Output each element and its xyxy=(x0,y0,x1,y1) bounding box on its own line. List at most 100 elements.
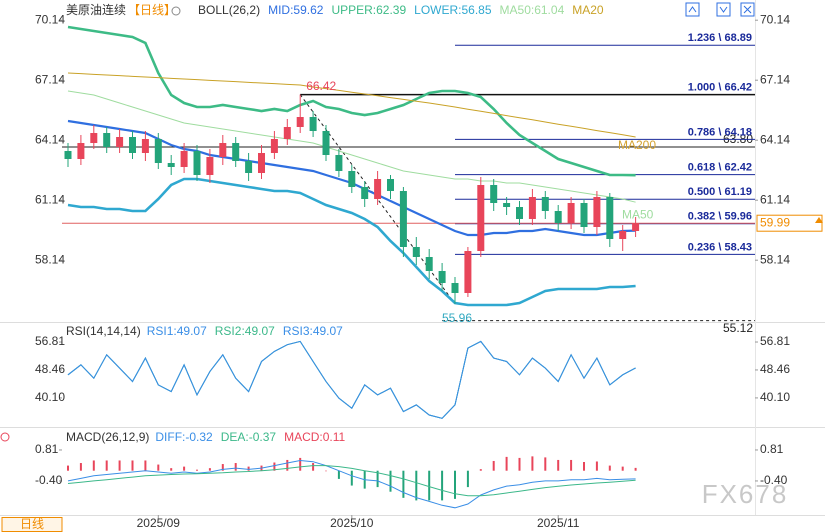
rsi-line xyxy=(67,340,636,419)
y-tick-label: 58.14 xyxy=(35,252,65,266)
annotation: MA50 xyxy=(622,207,654,221)
settings-icon[interactable] xyxy=(0,432,10,442)
macd-bar xyxy=(170,468,173,471)
macd-bar xyxy=(557,459,560,471)
candle-body xyxy=(167,163,175,167)
legend-entry: DIFF:-0.32 xyxy=(155,430,213,444)
candle-body xyxy=(348,171,356,187)
candle-body xyxy=(451,283,459,293)
macd-bar xyxy=(415,470,418,501)
y-tick-label: 40.10 xyxy=(760,390,790,404)
macd-bar xyxy=(608,465,611,471)
candle-body xyxy=(245,161,253,173)
candle-body xyxy=(180,151,188,167)
y-tick-label: 70.14 xyxy=(760,12,790,26)
macd-line xyxy=(67,459,636,509)
candle-body xyxy=(387,179,394,191)
macd-bar xyxy=(454,470,456,499)
macd-bar xyxy=(570,459,573,471)
y-tick-label: -0.40 xyxy=(760,473,788,487)
y-tick-label: 0.81 xyxy=(760,442,784,456)
eye-icon xyxy=(171,6,181,16)
y-tick-label: 61.14 xyxy=(35,192,65,206)
candle-body xyxy=(64,151,72,159)
fib-label: 1.236 \ 68.89 xyxy=(688,32,752,44)
legend-entry: MID:59.62 xyxy=(268,3,324,17)
macd-bar xyxy=(312,463,315,471)
macd-bar xyxy=(299,457,302,471)
button-down[interactable] xyxy=(716,2,731,17)
legend-entry: DEA:-0.37 xyxy=(221,430,277,444)
macd-bar xyxy=(492,460,495,471)
y-tick-label: -0.40 xyxy=(35,473,63,487)
price-line-label: 55.12 xyxy=(723,321,753,335)
macd-bar xyxy=(505,456,508,471)
candle-body xyxy=(541,197,549,211)
macd-bar xyxy=(583,462,585,471)
fib-label: 0.786 \ 64.18 xyxy=(688,126,752,138)
x-tick-label: 2025/11 xyxy=(537,516,580,530)
candle-body xyxy=(425,257,433,271)
y-tick-label: 70.14 xyxy=(35,12,65,26)
legend-entry: RSI2:49.07 xyxy=(215,324,275,338)
candle-body xyxy=(193,151,201,175)
candle-body xyxy=(90,133,98,143)
candle-body xyxy=(141,139,149,153)
candle-body xyxy=(567,203,575,223)
candle-body xyxy=(477,185,485,251)
y-tick-label: 56.81 xyxy=(35,334,65,348)
macd-bar xyxy=(157,464,160,471)
y-tick-label: 0.81 xyxy=(35,442,59,456)
button-up[interactable] xyxy=(685,2,700,17)
candle-body xyxy=(464,251,472,293)
macd-bar xyxy=(402,470,405,498)
macd-bar xyxy=(544,457,547,471)
candle-body xyxy=(103,133,111,147)
macd-bar xyxy=(105,460,108,471)
macd-bar xyxy=(92,460,95,471)
macd-bar xyxy=(286,459,289,471)
fib-label: 0.500 \ 61.19 xyxy=(688,186,752,198)
candle-body xyxy=(116,137,124,147)
legend-entry: RSI3:49.07 xyxy=(283,324,343,338)
macd-bar xyxy=(183,466,186,471)
legend-entry: UPPER:62.39 xyxy=(331,3,406,17)
macd-bar xyxy=(376,470,379,488)
icon xyxy=(688,6,697,13)
candle-body xyxy=(258,153,265,173)
macd-bar xyxy=(531,456,534,471)
macd-bar xyxy=(337,470,340,479)
window-controls[interactable] xyxy=(685,2,755,17)
candle-body xyxy=(606,197,614,239)
x-tick-label: 2025/09 xyxy=(137,516,181,530)
macd-bar xyxy=(621,466,624,471)
macd-bar xyxy=(441,470,444,501)
y-tick-label: 48.46 xyxy=(35,362,65,376)
candle-body xyxy=(270,139,278,153)
button-close[interactable] xyxy=(740,2,755,17)
macd-line xyxy=(67,465,636,497)
candle-body xyxy=(516,207,523,219)
y-tick-label: 67.14 xyxy=(760,72,790,86)
price-arrow xyxy=(815,217,823,223)
x-tick-label: 2025/10 xyxy=(330,516,374,530)
candle-body xyxy=(528,197,536,219)
indicator-line xyxy=(67,72,636,138)
macd-bar xyxy=(518,457,521,471)
candle-body xyxy=(399,191,407,247)
macd-bar xyxy=(79,463,82,471)
annotation: 55.96 xyxy=(442,311,472,325)
instrument-title: 美原油连续 xyxy=(66,2,126,17)
candle-body xyxy=(580,203,588,227)
fib-label: 0.382 \ 59.96 xyxy=(688,211,752,223)
period-button-label[interactable]: 日线 xyxy=(20,517,44,531)
icon xyxy=(719,6,728,13)
macd-bar xyxy=(247,466,250,471)
legend-entry: MACD:0.11 xyxy=(284,430,345,444)
macd-bar xyxy=(208,468,211,471)
macd-bar xyxy=(234,463,237,471)
y-tick-label: 58.14 xyxy=(760,252,790,266)
fib-label: 0.236 \ 58.43 xyxy=(688,241,752,253)
